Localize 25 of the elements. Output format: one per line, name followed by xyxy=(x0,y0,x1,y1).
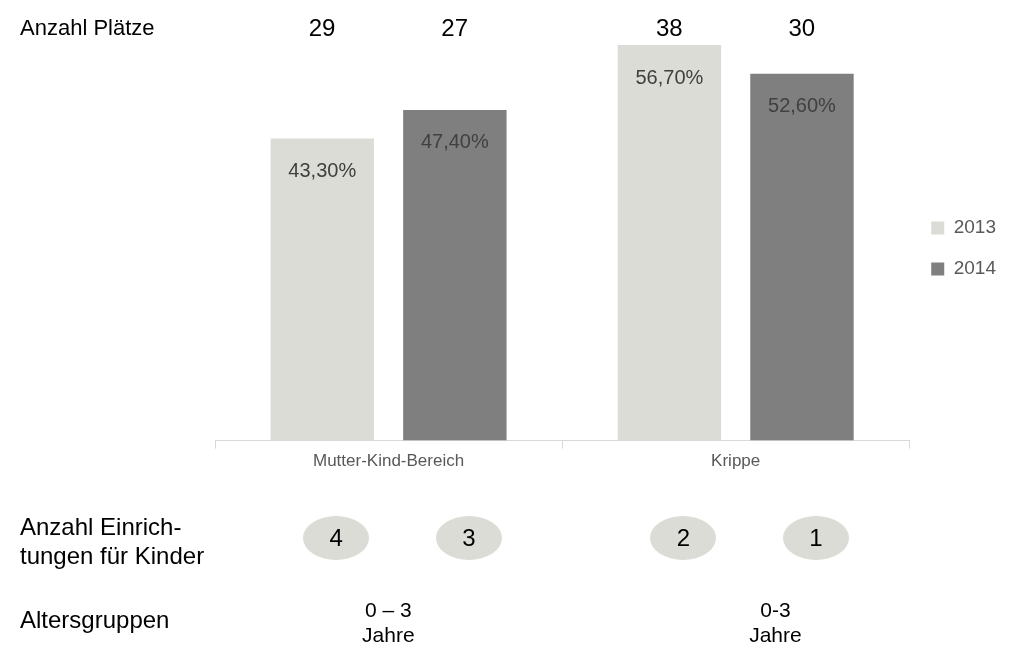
oval-badge: 3 xyxy=(435,516,502,560)
text: 38 xyxy=(655,13,683,43)
text: 0 – 3 Jahre xyxy=(362,597,415,645)
legend-label: 2013 xyxy=(953,216,997,238)
bar xyxy=(270,138,374,441)
text: 0-3 Jahre xyxy=(749,597,802,645)
x-tick-label: Mutter-Kind-Bereich xyxy=(312,451,465,471)
bar xyxy=(403,109,507,441)
text: Anzahl Plätze xyxy=(20,15,155,42)
oval-badge: 1 xyxy=(782,516,849,560)
text: 30 xyxy=(788,13,816,43)
data-label: 56,70% xyxy=(635,65,704,88)
legend-label: 2014 xyxy=(953,257,997,279)
oval-badge: 4 xyxy=(303,516,370,560)
bar xyxy=(750,73,854,441)
bar xyxy=(617,45,722,441)
text: Altersgruppen xyxy=(20,605,170,635)
oval-badge: 2 xyxy=(650,516,717,560)
text: Anzahl Einrich- tungen für Kinder xyxy=(20,513,205,571)
text: 27 xyxy=(441,13,469,43)
data-label: 52,60% xyxy=(768,94,837,117)
x-tick-label: Krippe xyxy=(711,451,761,471)
text: 29 xyxy=(308,13,336,43)
data-label: 47,40% xyxy=(420,130,489,153)
data-label: 43,30% xyxy=(288,159,357,182)
